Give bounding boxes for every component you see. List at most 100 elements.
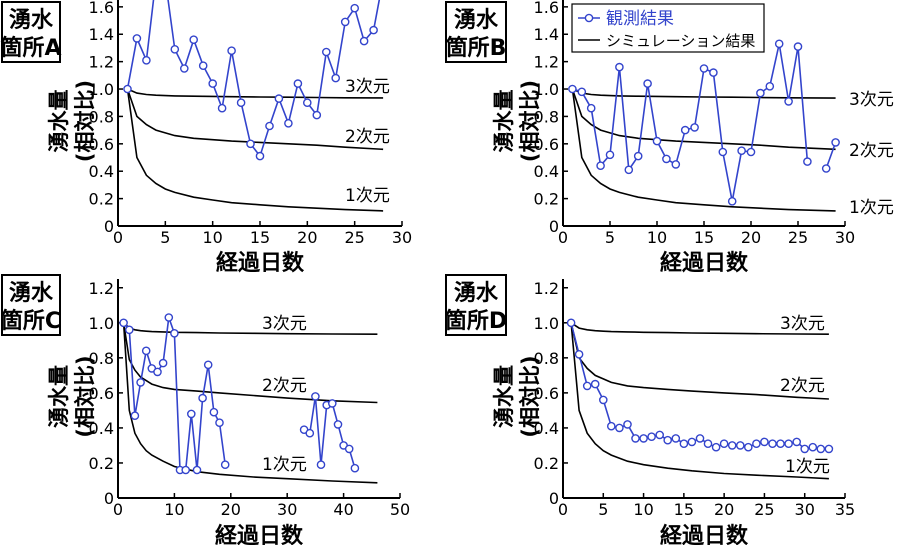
x-tick-label: 15 xyxy=(250,228,270,247)
y-tick-label: 0.6 xyxy=(534,135,559,154)
x-tick-label: 10 xyxy=(164,500,184,519)
observed-point xyxy=(331,73,341,83)
y-axis-label: 湧水量 (相対比) xyxy=(492,80,542,162)
observed-point xyxy=(203,360,213,370)
observed-point xyxy=(359,36,369,46)
observed-point xyxy=(711,442,721,452)
panel-label-line-2: 箇所B xyxy=(446,35,507,61)
observed-point xyxy=(333,420,343,429)
y-tick-label: 1.0 xyxy=(89,80,114,99)
simulation-line-2 xyxy=(126,88,384,151)
observed-point xyxy=(615,62,624,72)
observed-point xyxy=(671,160,681,169)
y-axis-label: 湧水量 (相対比) xyxy=(47,355,97,437)
observed-point xyxy=(227,46,236,56)
observed-point xyxy=(220,460,230,470)
observed-point xyxy=(141,346,151,356)
x-tick-label: 0 xyxy=(113,228,123,247)
observed-point xyxy=(784,97,793,106)
observed-point xyxy=(756,88,765,98)
observed-point xyxy=(703,439,713,449)
observed-point xyxy=(208,79,217,88)
panel-4: 0 5 10 15 20 25 30 35 0 0.2 0.4 0.6 0.8 1.0 1.2 経過日数 湧水量… xyxy=(445,274,855,545)
x-tick-label: 0 xyxy=(113,500,123,519)
observed-point xyxy=(623,420,632,429)
observed-point xyxy=(158,358,168,368)
y-tick-label: 1.2 xyxy=(534,53,559,72)
legend-simulation-label: シミュレーション結果 xyxy=(606,32,755,50)
observed-point xyxy=(568,84,577,94)
y-tick-label: 0.8 xyxy=(89,107,114,126)
observed-point xyxy=(643,79,652,88)
x-tick-label: 20 xyxy=(741,228,761,247)
simulation-line-1 xyxy=(570,322,829,335)
simulation-label: 3次元 xyxy=(345,77,390,97)
y-tick-label: 1.2 xyxy=(89,279,114,298)
observed-point xyxy=(246,139,255,149)
observed-point xyxy=(302,98,312,107)
simulation-label: 1次元 xyxy=(345,186,390,206)
y-axis-label: 湧水量 (相対比) xyxy=(47,80,97,162)
panel-label-box xyxy=(1,1,61,63)
y-tick-label: 1.4 xyxy=(89,25,114,44)
y-axis-label-line-1: 湧水量 xyxy=(492,365,516,428)
y-tick-label: 0 xyxy=(549,489,559,508)
simulation-line-2 xyxy=(122,322,378,404)
y-tick-label: 0.2 xyxy=(89,190,114,209)
observed-line xyxy=(126,0,381,158)
panel-label-line-2: 箇所A xyxy=(0,35,61,61)
observed-point xyxy=(255,151,265,161)
simulation-label: 2次元 xyxy=(849,141,894,161)
observed-point xyxy=(816,444,826,454)
y-tick-label: 0.8 xyxy=(534,107,559,126)
panel-label-box xyxy=(445,274,507,336)
observed-point xyxy=(119,318,128,328)
simulation-line-1 xyxy=(123,322,378,336)
observed-point xyxy=(746,147,756,157)
observed-point xyxy=(652,136,662,146)
observed-point xyxy=(327,399,337,408)
observed-point xyxy=(305,428,315,438)
observed-point xyxy=(633,151,643,161)
y-tick-label: 1.0 xyxy=(534,314,559,333)
observed-point xyxy=(776,439,785,449)
y-tick-label: 0.2 xyxy=(534,190,559,209)
y-tick-label: 1.6 xyxy=(89,0,114,17)
observed-point xyxy=(369,25,378,35)
observed-point xyxy=(784,439,793,449)
observed-point xyxy=(293,79,303,88)
observed-point xyxy=(687,437,697,447)
x-tick-label: 35 xyxy=(835,500,855,519)
x-axis-label: 経過日数 xyxy=(660,523,749,545)
y-tick-label: 0.2 xyxy=(89,454,114,473)
observed-point xyxy=(186,409,196,419)
simulation-line-2 xyxy=(571,88,836,151)
observed-point xyxy=(142,56,151,65)
simulation-line-3 xyxy=(122,322,378,484)
x-tick-label: 5 xyxy=(598,500,608,519)
observed-point xyxy=(340,17,350,27)
observed-point xyxy=(760,437,769,447)
x-tick-label: 25 xyxy=(788,228,808,247)
observed-point xyxy=(316,460,326,470)
observed-point xyxy=(808,442,818,452)
panel-2: 0 5 10 15 20 25 30 0 0.2 0.4 0.6 0.8 1.0 1.2 1.4 1.6 経過日… xyxy=(445,0,894,276)
observed-point xyxy=(132,34,142,43)
observed-point xyxy=(647,432,656,442)
observed-point xyxy=(198,393,207,403)
observed-point xyxy=(236,98,246,107)
panel-label-box xyxy=(445,1,507,63)
y-axis-label-line-1: 湧水量 xyxy=(47,365,71,428)
observed-point xyxy=(680,125,690,135)
observed-point xyxy=(590,379,600,389)
plot-area xyxy=(119,313,378,484)
y-tick-label: 0.4 xyxy=(534,419,559,438)
observed-point xyxy=(136,378,145,387)
observed-point xyxy=(123,84,132,94)
legend-box xyxy=(571,3,765,53)
observed-point xyxy=(265,121,274,131)
observed-point xyxy=(607,421,616,431)
panel-3: 0 10 20 30 40 50 0 0.2 0.4 0.6 0.8 1.0 1.2 経過日数 湧水量 (相対… xyxy=(1,274,410,545)
observed-point xyxy=(655,430,665,440)
